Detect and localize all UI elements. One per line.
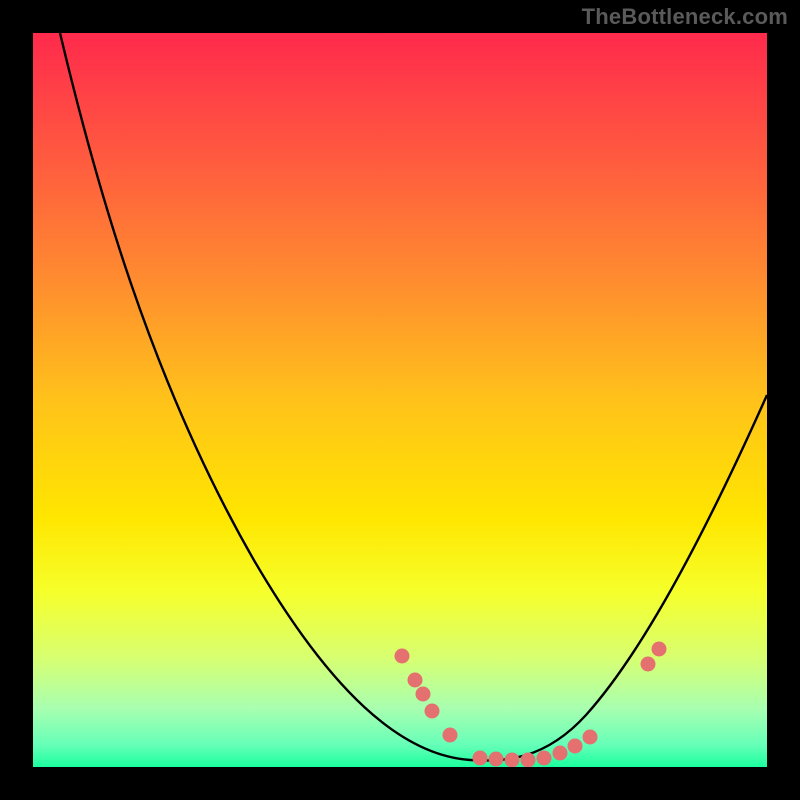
chart-svg	[0, 0, 800, 800]
marker-dot	[425, 704, 440, 719]
marker-dot	[641, 657, 656, 672]
marker-dot	[521, 753, 536, 768]
watermark-text: TheBottleneck.com	[582, 4, 788, 30]
marker-dot	[489, 752, 504, 767]
marker-dot	[416, 687, 431, 702]
chart-frame: TheBottleneck.com	[0, 0, 800, 800]
marker-group	[395, 642, 667, 768]
marker-dot	[583, 730, 598, 745]
marker-dot	[443, 728, 458, 743]
marker-dot	[505, 753, 520, 768]
marker-dot	[568, 739, 583, 754]
marker-dot	[473, 751, 488, 766]
marker-dot	[652, 642, 667, 657]
marker-dot	[537, 751, 552, 766]
marker-dot	[553, 746, 568, 761]
marker-dot	[408, 673, 423, 688]
marker-dot	[395, 649, 410, 664]
